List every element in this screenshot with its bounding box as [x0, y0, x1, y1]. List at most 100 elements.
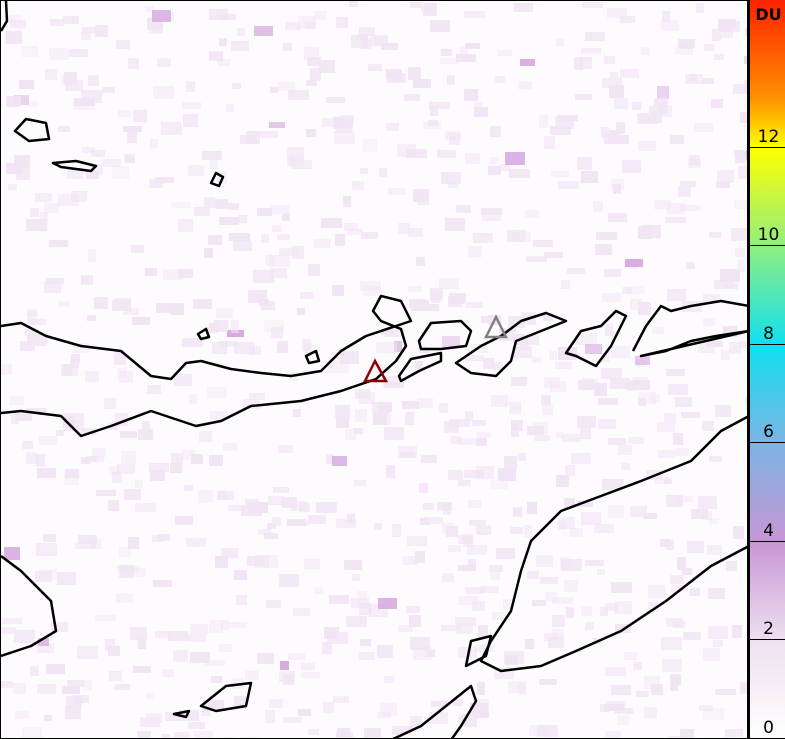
- so2-pixel: [441, 49, 452, 56]
- so2-pixel: [336, 417, 349, 428]
- so2-pixel: [509, 169, 530, 178]
- so2-pixel: [354, 480, 366, 486]
- so2-pixel: [209, 455, 223, 466]
- so2-pixel: [165, 712, 182, 721]
- so2-pixel: [628, 437, 644, 444]
- so2-pixel: [652, 327, 664, 334]
- so2-pixel: [648, 585, 666, 598]
- so2-pixel: [347, 514, 355, 523]
- so2-pixel: [702, 421, 714, 431]
- so2-pixel: [255, 555, 269, 568]
- so2-pixel: [744, 158, 747, 168]
- so2-pixel: [667, 289, 686, 301]
- so2-pixel: [273, 487, 289, 493]
- so2-pixel: [135, 503, 156, 512]
- so2-pixel: [398, 223, 410, 234]
- so2-pixel: [63, 16, 79, 24]
- so2-pixel: [149, 463, 169, 472]
- so2-pixel: [445, 218, 465, 231]
- so2-pixel: [39, 436, 57, 445]
- so2-pixel: [675, 397, 692, 407]
- so2-pixel: [26, 219, 47, 231]
- so2-pixel: [428, 120, 438, 126]
- so2-pixel: [249, 393, 265, 400]
- so2-pixel: [409, 615, 421, 627]
- so2-pixel: [137, 731, 151, 738]
- so2-pixel: [465, 587, 485, 594]
- so2-pixel: [57, 572, 76, 585]
- so2-pixel: [690, 588, 700, 596]
- so2-pixel: [670, 135, 684, 144]
- so2-pixel: [566, 607, 574, 618]
- so2-pixel: [115, 684, 130, 690]
- so2-pixel: [686, 262, 695, 269]
- colorbar-tick: [750, 343, 785, 345]
- so2-pixel: [135, 480, 143, 488]
- so2-pixel: [711, 99, 723, 108]
- so2-pixel: [390, 73, 403, 82]
- so2-pixel: [555, 362, 572, 369]
- so2-pixel: [468, 500, 481, 508]
- so2-pixel: [161, 734, 170, 738]
- so2-pixel: [608, 438, 626, 445]
- so2-pixel: [696, 3, 704, 13]
- so2-pixel: [13, 683, 26, 694]
- so2-pixel: [580, 57, 592, 69]
- so2-pixel: [227, 330, 244, 337]
- so2-pixel: [174, 374, 192, 386]
- so2-pixel: [202, 151, 222, 160]
- so2-pixel: [305, 21, 316, 29]
- so2-pixel: [585, 560, 604, 566]
- so2-pixel: [679, 205, 700, 211]
- so2-pixel: [37, 468, 56, 478]
- so2-pixel: [71, 354, 80, 363]
- so2-pixel: [102, 159, 121, 167]
- so2-pixel: [611, 685, 631, 695]
- so2-pixel: [423, 121, 441, 129]
- colorbar-tick-label: 8: [763, 323, 774, 344]
- so2-pixel: [469, 520, 486, 526]
- so2-pixel: [335, 405, 350, 418]
- so2-pixel: [625, 259, 643, 267]
- so2-pixel: [221, 620, 229, 630]
- so2-pixel: [632, 102, 641, 110]
- so2-pixel: [152, 10, 171, 22]
- so2-pixel: [14, 95, 29, 105]
- so2-pixel: [5, 31, 22, 44]
- so2-pixel: [577, 500, 593, 507]
- so2-pixel: [746, 150, 747, 160]
- so2-pixel: [675, 47, 693, 55]
- so2-pixel: [708, 626, 728, 639]
- so2-pixel: [359, 603, 371, 615]
- so2-pixel: [638, 392, 656, 404]
- so2-pixel: [361, 232, 378, 239]
- coastline-island-9: [1, 555, 58, 658]
- so2-pixel: [653, 114, 662, 123]
- so2-pixel: [576, 333, 597, 345]
- so2-pixel: [322, 118, 342, 127]
- so2-pixel: [558, 115, 578, 121]
- so2-pixel: [261, 234, 269, 243]
- so2-pixel: [270, 205, 290, 214]
- so2-pixel: [717, 170, 734, 183]
- so2-pixel: [270, 268, 287, 278]
- so2-pixel: [605, 603, 618, 611]
- so2-pixel: [119, 371, 133, 383]
- so2-pixel: [456, 205, 471, 213]
- so2-pixel: [447, 75, 455, 85]
- so2-pixel: [258, 529, 271, 535]
- so2-pixel: [26, 408, 46, 414]
- so2-pixel: [36, 454, 45, 467]
- so2-pixel: [725, 729, 743, 737]
- colorbar-tick-label: 4: [763, 520, 774, 541]
- so2-pixel: [360, 281, 381, 291]
- so2-pixel: [335, 234, 345, 246]
- so2-pixel: [243, 399, 260, 409]
- so2-pixel: [119, 547, 131, 557]
- so2-pixel: [158, 534, 170, 541]
- so2-pixel: [194, 207, 210, 216]
- so2-pixel: [483, 358, 495, 369]
- so2-pixel: [199, 431, 212, 442]
- so2-pixel: [63, 413, 84, 423]
- so2-pixel: [745, 400, 747, 409]
